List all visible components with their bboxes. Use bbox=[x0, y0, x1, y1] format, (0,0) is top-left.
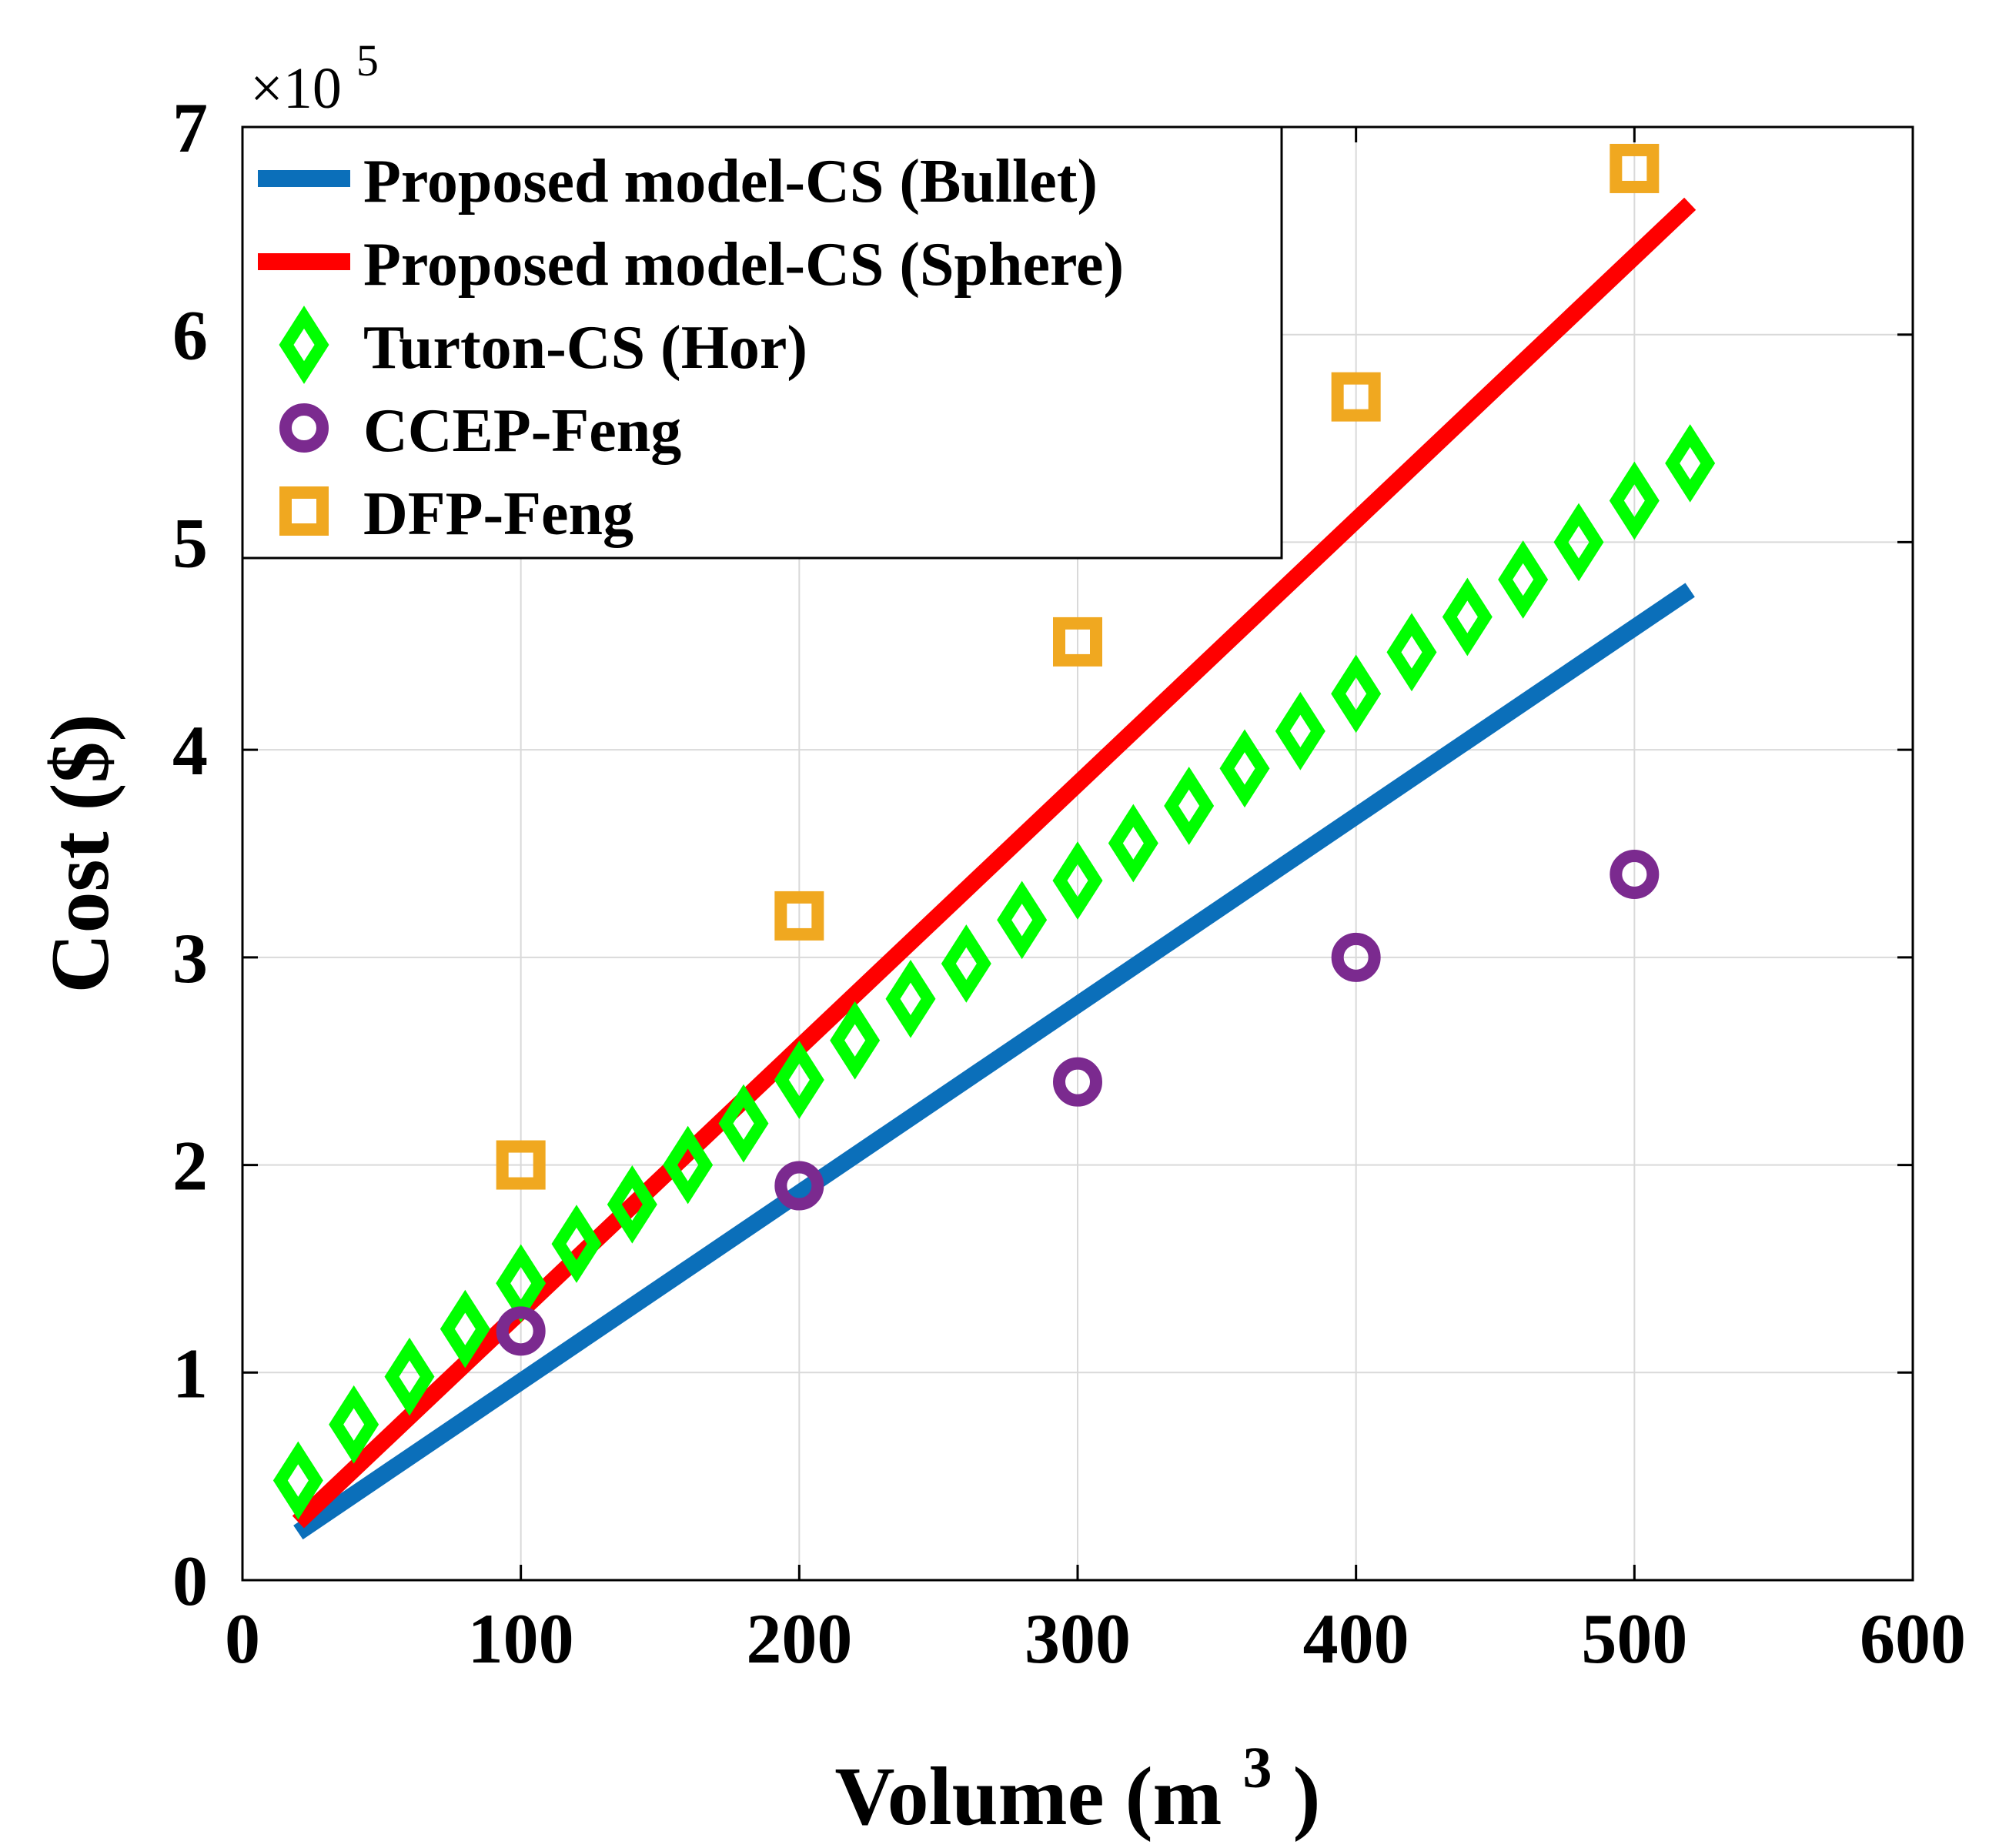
y-tick-label: 1 bbox=[172, 1334, 208, 1412]
data-point bbox=[1275, 692, 1325, 770]
data-point bbox=[1498, 540, 1549, 619]
legend-swatch bbox=[279, 403, 329, 453]
x-tick-label: 600 bbox=[1860, 1599, 1966, 1678]
legend: Proposed model-CS (Bullet) Proposed model… bbox=[241, 125, 1283, 560]
data-point bbox=[1164, 767, 1215, 845]
data-point bbox=[1052, 841, 1103, 920]
y-tick-label: 5 bbox=[172, 503, 208, 582]
legend-label: DFP-Feng bbox=[363, 480, 633, 548]
series-dfp-feng bbox=[496, 143, 1660, 1190]
y-multiplier: ×10 5 bbox=[250, 35, 379, 121]
data-point bbox=[774, 1161, 824, 1211]
series-proposed-model-cs-bullet bbox=[293, 583, 1695, 1540]
data-point bbox=[663, 1125, 714, 1205]
data-point bbox=[496, 1306, 546, 1356]
data-point bbox=[718, 1084, 769, 1163]
series-turton-cs-hor bbox=[272, 424, 1716, 1520]
data-point bbox=[997, 881, 1048, 960]
y-tick-label: 0 bbox=[172, 1542, 208, 1620]
data-point bbox=[496, 1140, 546, 1190]
tick-layer: 0 100 200 300 400 500 600 0 1 2 3 4 5 6 7 bbox=[172, 89, 1966, 1678]
y-tick-label: 4 bbox=[172, 711, 208, 790]
data-point bbox=[1553, 503, 1604, 582]
legend-label: Proposed model-CS (Sphere) bbox=[363, 231, 1124, 299]
data-point bbox=[551, 1205, 602, 1283]
legend-label: CCEP-Feng bbox=[363, 397, 681, 465]
data-point bbox=[1442, 577, 1493, 657]
data-point bbox=[607, 1165, 657, 1244]
x-axis-label-text: Volume (m bbox=[835, 1751, 1222, 1843]
data-point bbox=[774, 891, 824, 941]
legend-entry-dfp-feng: DFP-Feng bbox=[279, 480, 633, 548]
data-point bbox=[885, 959, 936, 1038]
data-point bbox=[1331, 654, 1382, 734]
x-tick-label: 100 bbox=[468, 1599, 574, 1678]
data-point bbox=[272, 1441, 323, 1520]
data-point bbox=[329, 1385, 379, 1464]
y-tick-label: 6 bbox=[172, 296, 208, 375]
data-point bbox=[774, 1041, 824, 1119]
series-layer bbox=[272, 143, 1716, 1540]
x-tick-label: 300 bbox=[1025, 1599, 1131, 1678]
y-multiplier-exponent: 5 bbox=[356, 35, 379, 85]
series-ccep-feng bbox=[496, 849, 1660, 1356]
legend-label: Turton-CS (Hor) bbox=[363, 314, 807, 382]
data-point bbox=[1610, 849, 1660, 899]
y-tick-label: 3 bbox=[172, 919, 208, 998]
data-point bbox=[1665, 424, 1716, 503]
data-point bbox=[941, 924, 991, 1003]
series-line bbox=[293, 583, 1695, 1540]
data-point bbox=[1219, 729, 1270, 808]
data-point bbox=[1053, 617, 1102, 667]
legend-swatch bbox=[279, 306, 329, 384]
data-point bbox=[1108, 804, 1158, 883]
data-point bbox=[1386, 613, 1437, 692]
legend-box bbox=[241, 125, 1283, 560]
data-point bbox=[1609, 461, 1660, 540]
legend-label: Proposed model-CS (Bullet) bbox=[363, 148, 1098, 216]
y-tick-label: 2 bbox=[172, 1127, 208, 1205]
y-tick-label: 7 bbox=[172, 89, 208, 167]
x-axis-label-close: ) bbox=[1293, 1751, 1321, 1843]
x-tick-label: 0 bbox=[225, 1599, 260, 1678]
x-axis-label: Volume (m 3 ) bbox=[835, 1714, 1321, 1843]
legend-entry-proposed-model-cs-bullet: Proposed model-CS (Bullet) bbox=[258, 148, 1098, 216]
x-tick-label: 200 bbox=[746, 1599, 852, 1678]
x-tick-label: 500 bbox=[1581, 1599, 1687, 1678]
data-point bbox=[1053, 1057, 1102, 1107]
data-point bbox=[1610, 143, 1660, 193]
x-tick-label: 400 bbox=[1303, 1599, 1409, 1678]
y-axis-label: Cost ($) bbox=[35, 714, 126, 994]
data-point bbox=[440, 1289, 490, 1368]
data-point bbox=[1331, 372, 1381, 422]
data-point bbox=[384, 1337, 435, 1416]
legend-entry-ccep-feng: CCEP-Feng bbox=[279, 397, 681, 465]
data-point bbox=[830, 1001, 881, 1080]
legend-entry-turton-cs-hor: Turton-CS (Hor) bbox=[279, 306, 807, 384]
x-axis-label-superscript: 3 bbox=[1243, 1736, 1272, 1800]
data-point bbox=[1331, 932, 1381, 982]
legend-entry-proposed-model-cs-sphere: Proposed model-CS (Sphere) bbox=[258, 231, 1124, 299]
legend-swatch bbox=[279, 486, 329, 536]
y-multiplier-base: ×10 bbox=[250, 56, 342, 121]
